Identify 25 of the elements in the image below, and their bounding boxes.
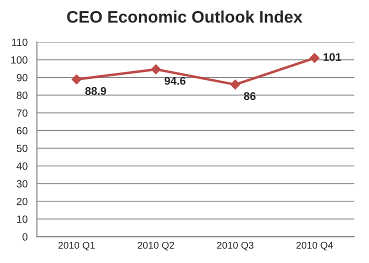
point bbox=[230, 80, 240, 90]
y-tick-label: 60 bbox=[16, 127, 28, 134]
point bbox=[72, 74, 82, 84]
data-label: 88.9 bbox=[85, 87, 106, 95]
x-tick-label: 2010 Q3 bbox=[217, 242, 254, 250]
x-tick-label: 2010 Q2 bbox=[138, 242, 174, 250]
y-tick-label: 30 bbox=[16, 180, 28, 188]
point bbox=[150, 64, 161, 74]
data-label: 86 bbox=[244, 92, 256, 100]
y-tick-label: 80 bbox=[16, 92, 28, 100]
data-label: 94.6 bbox=[164, 76, 186, 85]
x-tick-label: 2010 Q1 bbox=[58, 242, 95, 250]
y-tick-label: 110 bbox=[12, 38, 28, 46]
y-tick-label: 40 bbox=[16, 162, 28, 170]
data-label: 101 bbox=[324, 53, 342, 61]
y-tick-label: 50 bbox=[16, 144, 28, 152]
y-tick-label: 20 bbox=[16, 198, 28, 206]
y-tick-label: 70 bbox=[16, 109, 28, 117]
x-tick-label: 2010 Q4 bbox=[296, 242, 333, 250]
y-tick-label: 0 bbox=[22, 233, 28, 241]
y-tick-label: 10 bbox=[17, 216, 28, 223]
point bbox=[310, 53, 320, 63]
y-tick-label: 100 bbox=[11, 56, 28, 64]
y-tick-label: 90 bbox=[16, 74, 28, 82]
chart-title: CEO Economic Outlook Index bbox=[67, 10, 302, 23]
